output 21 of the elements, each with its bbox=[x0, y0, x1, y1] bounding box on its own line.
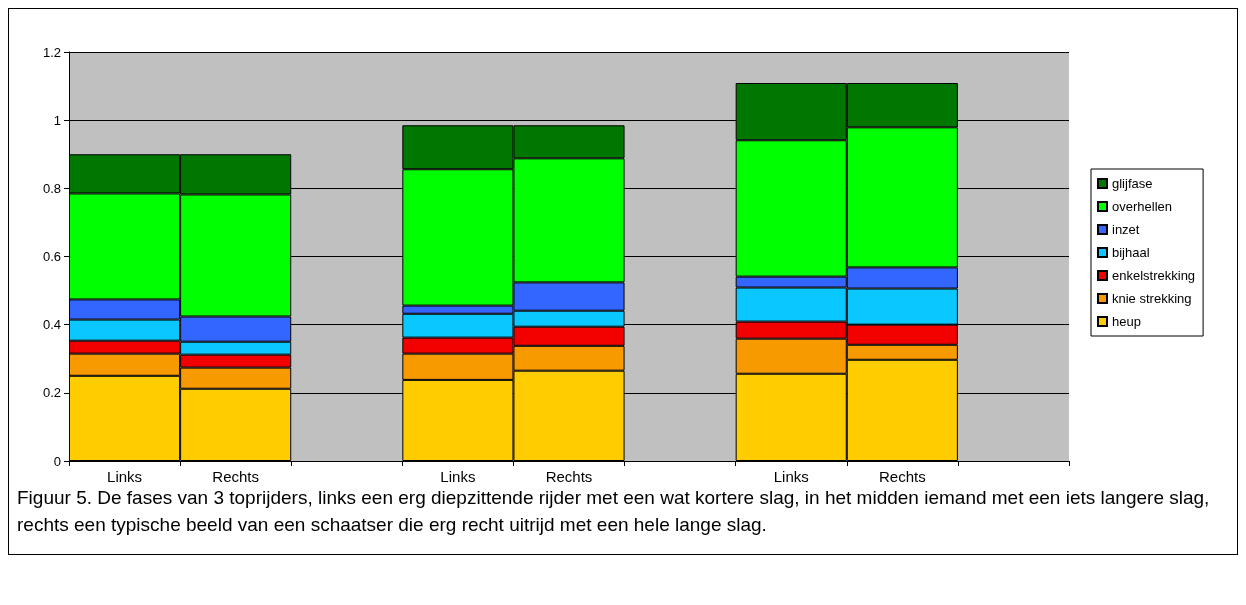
x-tick-label: Links bbox=[107, 468, 143, 485]
legend-label: glijfase bbox=[1112, 176, 1153, 191]
legend-label: heup bbox=[1112, 314, 1141, 329]
y-tick-label: 0.8 bbox=[42, 180, 61, 196]
text: Figuur 5. De fases van 3 toprijders, links een erg diepzittende rijder met een wat kortere slag, in het midden iemand met een iets langere slag, rechts een typische beeld van een schaatser die erg recht uitrijd met een hele lange slag. bbox=[17, 486, 1211, 537]
x-tick-label: Rechts bbox=[878, 468, 926, 485]
legend-label: enkelstrekking bbox=[1112, 268, 1196, 283]
y-tick-label: 0.4 bbox=[42, 317, 61, 333]
y-tick-label: 0.6 bbox=[42, 249, 61, 264]
x-tick-label: Links bbox=[773, 468, 809, 485]
x-tick-label: Links bbox=[440, 468, 476, 485]
legend-label: bijhaal bbox=[1112, 245, 1150, 260]
y-tick-label: 1.2 bbox=[42, 44, 61, 60]
y-tick-label: 0.2 bbox=[42, 385, 61, 401]
y-tick-label: 1 bbox=[53, 112, 61, 128]
x-tick-label: Rechts bbox=[212, 468, 260, 485]
legend-label: knie strekking bbox=[1112, 291, 1192, 306]
x-tick-label: Rechts bbox=[545, 468, 593, 485]
legend-label: overhellen bbox=[1112, 199, 1172, 214]
y-tick-label: 0 bbox=[53, 453, 61, 469]
legend-label: inzet bbox=[1112, 222, 1140, 237]
